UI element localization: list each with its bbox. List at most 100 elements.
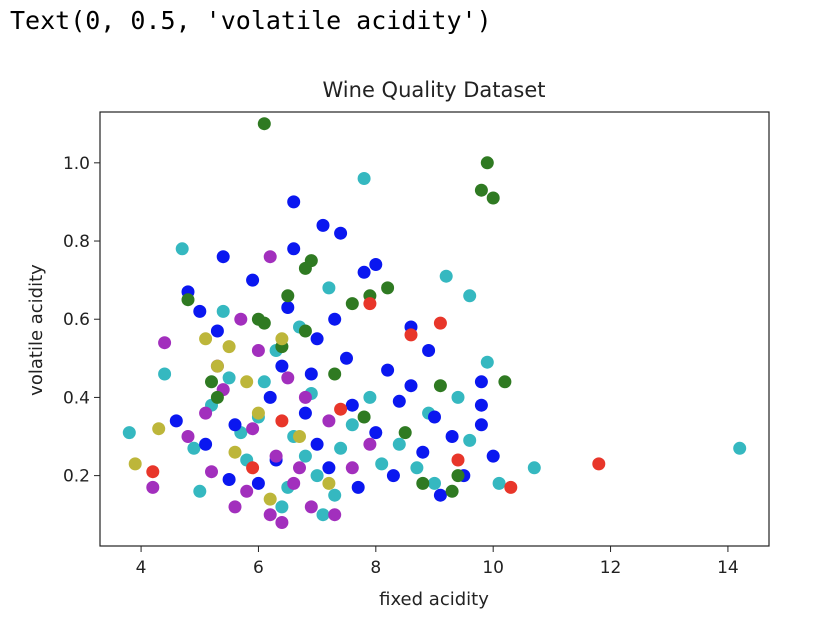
scatter-point: [328, 367, 342, 381]
scatter-point: [474, 418, 488, 432]
scatter-point: [158, 367, 172, 381]
scatter-point: [304, 254, 318, 268]
scatter-point: [433, 316, 447, 330]
scatter-point: [345, 297, 359, 311]
scatter-point: [310, 469, 324, 483]
scatter-point: [251, 312, 265, 326]
scatter-point: [369, 426, 383, 440]
scatter-point: [228, 418, 242, 432]
scatter-point: [287, 195, 301, 209]
scatter-point: [275, 332, 289, 346]
scatter-point: [281, 289, 295, 303]
scatter-point: [257, 375, 271, 389]
scatter-point: [298, 449, 312, 463]
scatter-point: [433, 488, 447, 502]
scatter-point: [199, 406, 213, 420]
scatter-point: [251, 344, 265, 357]
scatter-point: [181, 293, 195, 307]
scatter-point: [334, 402, 348, 416]
scatter-point: [304, 500, 318, 514]
scatter-point: [480, 355, 494, 369]
scatter-point: [463, 289, 477, 303]
cell-output-text: Text(0, 0.5, 'volatile acidity'): [10, 6, 492, 35]
scatter-point: [381, 363, 395, 377]
scatter-point: [451, 453, 465, 467]
scatter-point: [216, 304, 230, 318]
scatter-point: [281, 371, 295, 385]
scatter-point: [504, 480, 518, 494]
scatter-point: [322, 461, 336, 475]
scatter-point: [234, 312, 248, 326]
x-tick-label: 10: [482, 558, 504, 578]
scatter-point: [451, 390, 465, 404]
scatter-point: [298, 324, 312, 338]
scatter-point: [445, 430, 459, 443]
scatter-point: [275, 359, 289, 373]
scatter-point: [263, 492, 277, 506]
scatter-point: [210, 390, 224, 404]
scatter-point: [187, 441, 201, 455]
x-tick-label: 14: [717, 558, 739, 578]
scatter-point: [428, 410, 441, 424]
scatter-point: [298, 390, 312, 404]
x-tick-label: 8: [370, 558, 381, 578]
scatter-point: [310, 332, 324, 346]
scatter-point: [240, 375, 254, 389]
scatter-point: [433, 379, 447, 393]
scatter-point: [246, 273, 260, 287]
y-tick-label: 0.2: [63, 467, 90, 487]
scatter-point: [210, 324, 224, 338]
scatter-point: [275, 516, 289, 529]
scatter-point: [199, 437, 213, 451]
scatter-point: [345, 398, 359, 412]
scatter-point: [169, 414, 183, 428]
scatter-point: [363, 297, 377, 311]
scatter-point: [345, 418, 359, 432]
scatter-point: [322, 281, 336, 295]
scatter-point: [293, 430, 306, 443]
scatter-point: [122, 426, 136, 440]
scatter-point: [474, 183, 488, 197]
scatter-point: [228, 445, 242, 459]
y-tick-label: 0.8: [63, 232, 90, 252]
scatter-point: [275, 500, 289, 514]
x-axis-label: fixed acidity: [379, 589, 489, 610]
scatter-point: [316, 218, 330, 232]
scatter-point: [152, 422, 166, 436]
scatter-point: [416, 445, 430, 459]
scatter-point: [293, 461, 306, 475]
scatter-point: [263, 390, 277, 404]
scatter-point: [322, 414, 336, 428]
scatter-point: [281, 301, 295, 314]
x-tick-label: 4: [136, 558, 147, 578]
scatter-point: [146, 465, 160, 479]
scatter-point: [246, 422, 260, 436]
scatter-point: [287, 242, 301, 256]
scatter-point: [486, 191, 500, 205]
x-tick-label: 12: [600, 558, 622, 578]
scatter-point: [463, 433, 477, 447]
scatter-point: [287, 476, 301, 490]
scatter-point: [369, 258, 383, 271]
scatter-point: [146, 480, 160, 494]
y-tick-label: 0.4: [63, 388, 90, 408]
scatter-point: [404, 379, 418, 393]
scatter-point: [251, 406, 265, 420]
scatter-point: [328, 508, 342, 522]
scatter-point: [451, 469, 465, 483]
scatter-point: [375, 457, 389, 471]
scatter-point: [210, 359, 224, 373]
scatter-point: [328, 312, 342, 326]
scatter-point: [357, 410, 371, 424]
scatter-point: [527, 461, 541, 475]
scatter-point: [445, 484, 459, 498]
scatter-point: [175, 242, 189, 256]
scatter-point: [193, 484, 207, 498]
scatter-point: [480, 156, 494, 170]
scatter-point: [328, 488, 342, 502]
scatter-point: [205, 465, 218, 479]
scatter-point: [351, 480, 365, 494]
scatter-point: [269, 449, 283, 463]
scatter-point: [251, 476, 265, 490]
